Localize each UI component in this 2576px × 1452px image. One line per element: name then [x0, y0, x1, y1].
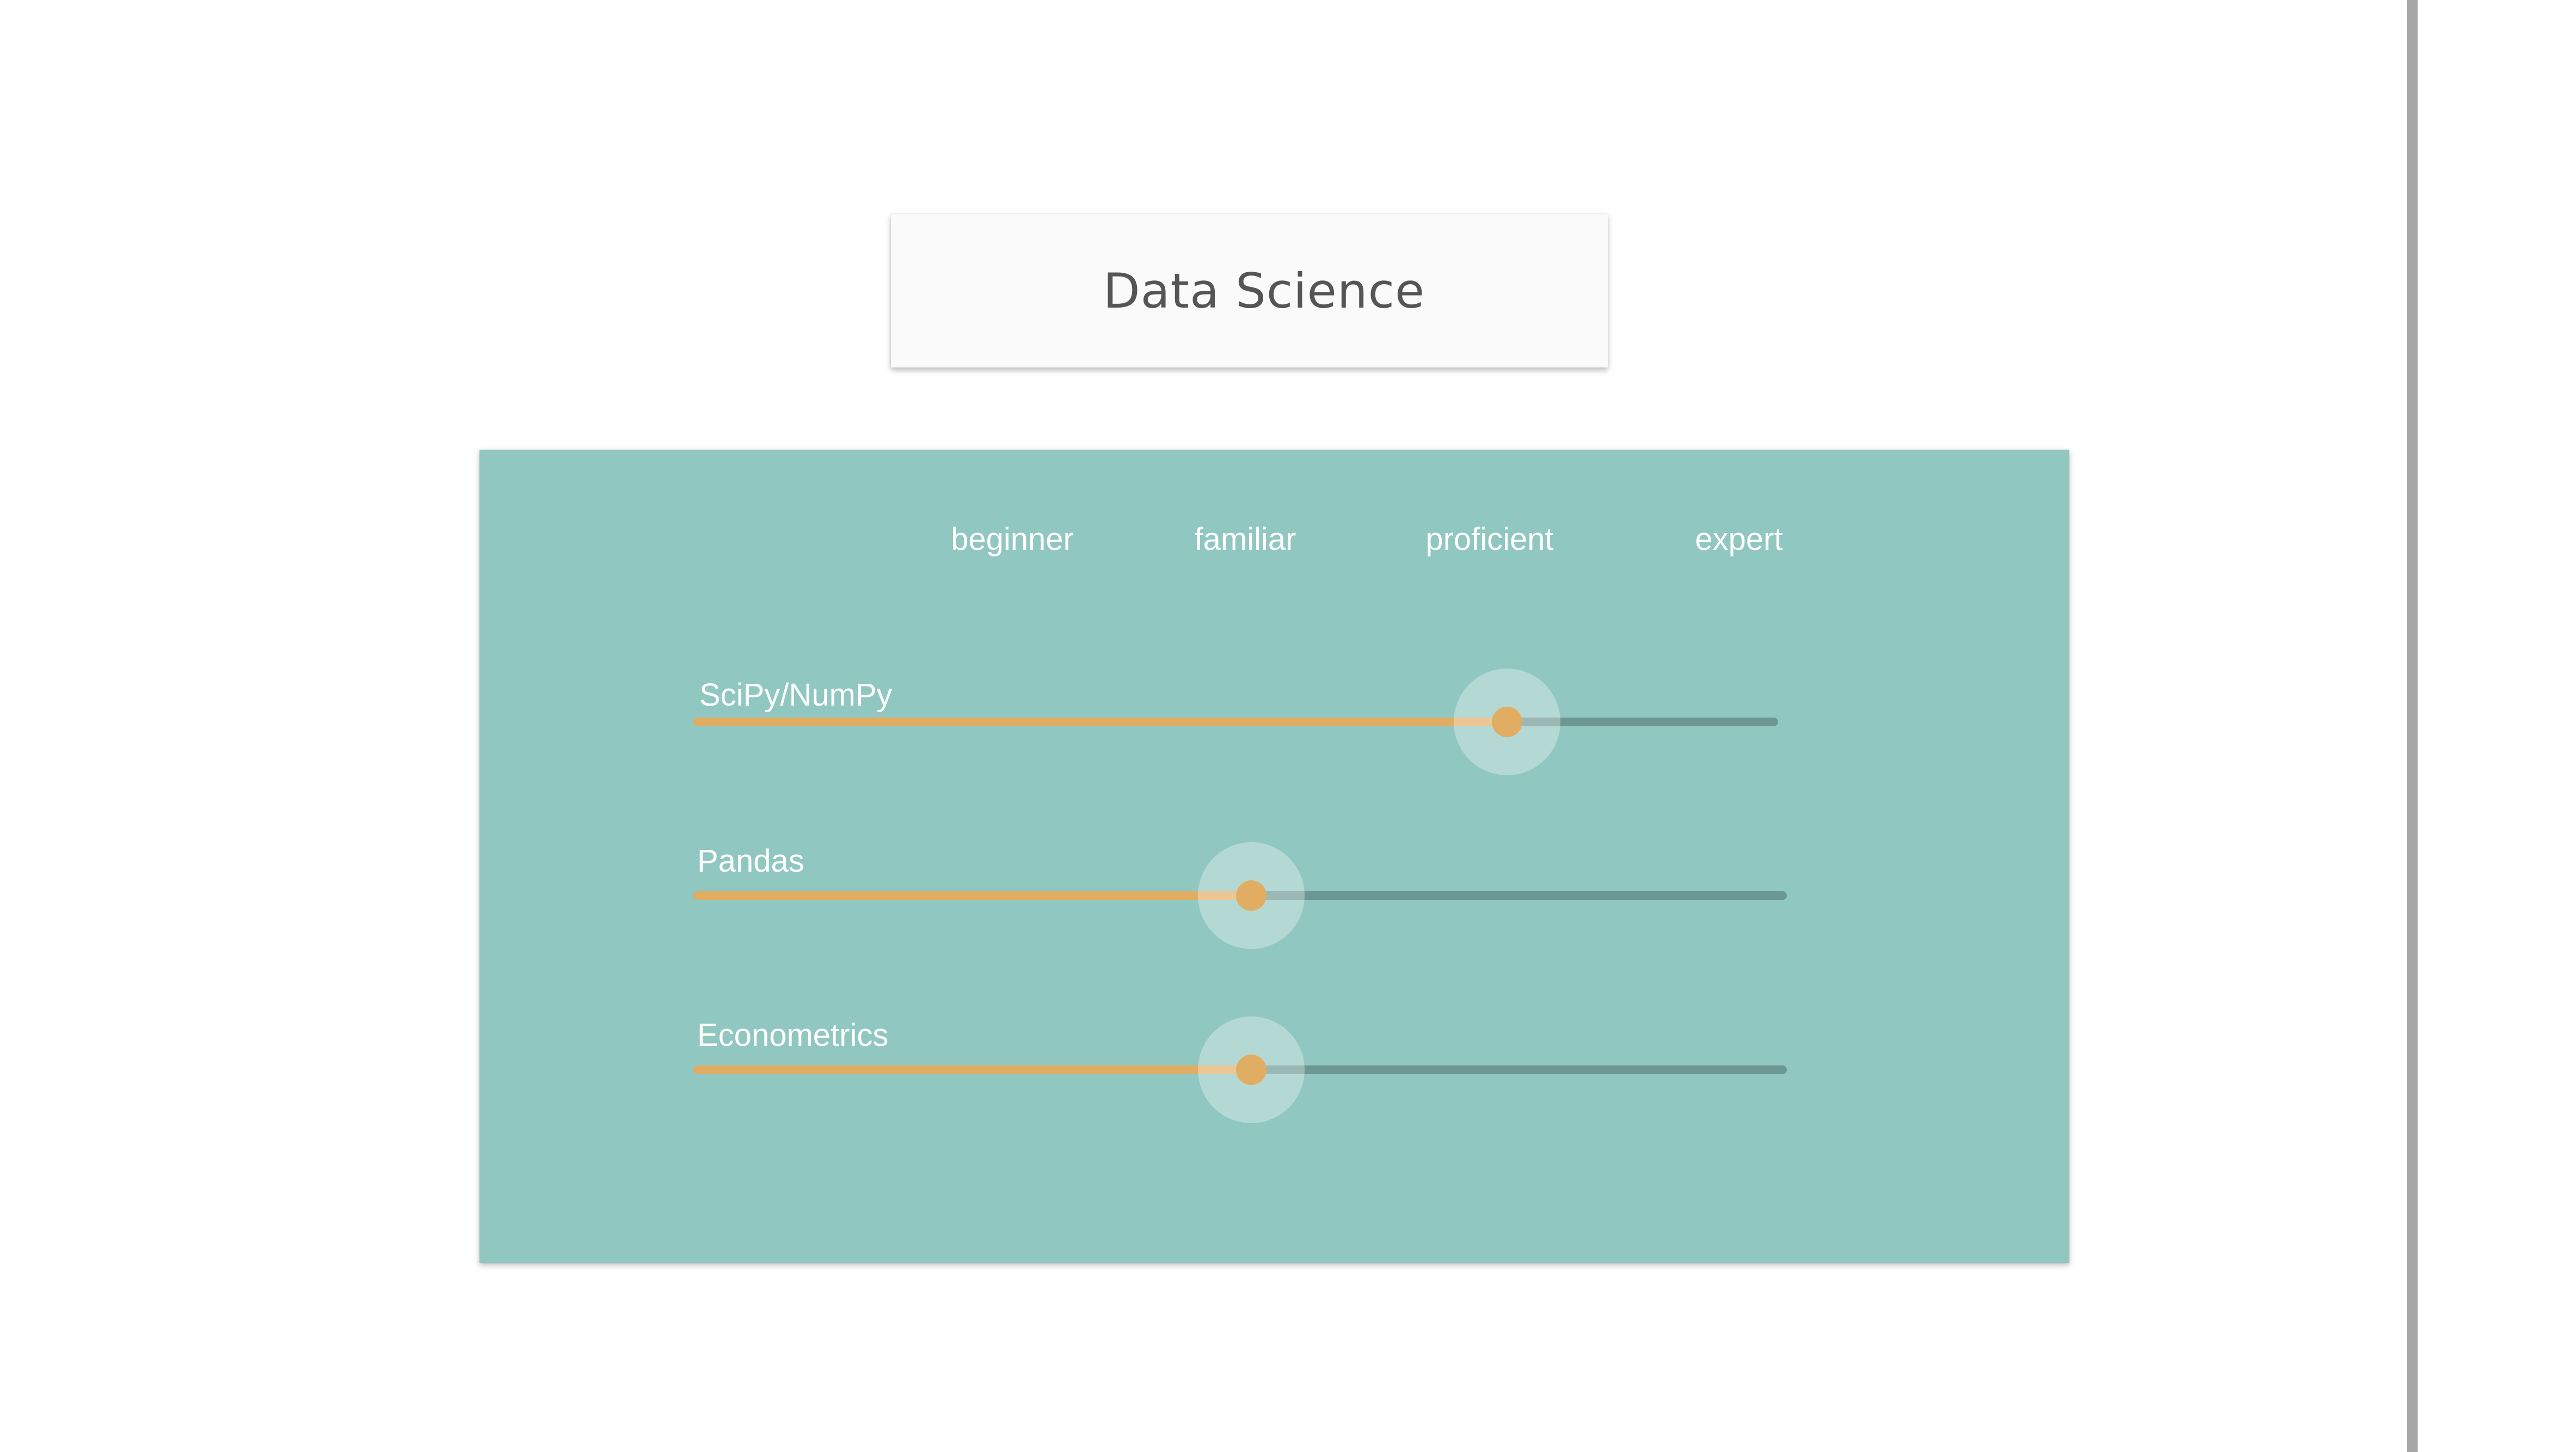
slider-pandas[interactable] — [693, 842, 1787, 949]
skill-label-pandas: Pandas — [697, 843, 804, 879]
slider-fill — [693, 891, 1251, 900]
vertical-scrollbar[interactable] — [2407, 0, 2418, 1452]
title-card: Data Science — [891, 214, 1608, 367]
slider-thumb[interactable] — [1491, 707, 1522, 737]
skills-panel: beginner familiar proficient expert SciP… — [479, 450, 2069, 1263]
page-title: Data Science — [1103, 262, 1425, 319]
level-label-familiar: familiar — [1194, 522, 1296, 557]
slider-fill — [693, 1065, 1251, 1074]
slider-econometrics[interactable] — [693, 1016, 1787, 1123]
level-label-expert: expert — [1695, 522, 1783, 557]
skill-label-scipy-numpy: SciPy/NumPy — [699, 677, 893, 713]
skill-label-econometrics: Econometrics — [697, 1018, 889, 1053]
slider-scipy-numpy[interactable] — [693, 669, 1778, 775]
slider-fill — [693, 718, 1507, 726]
level-label-beginner: beginner — [951, 522, 1074, 557]
slider-thumb[interactable] — [1235, 1055, 1267, 1085]
level-label-proficient: proficient — [1425, 522, 1554, 557]
slider-thumb[interactable] — [1235, 880, 1267, 911]
